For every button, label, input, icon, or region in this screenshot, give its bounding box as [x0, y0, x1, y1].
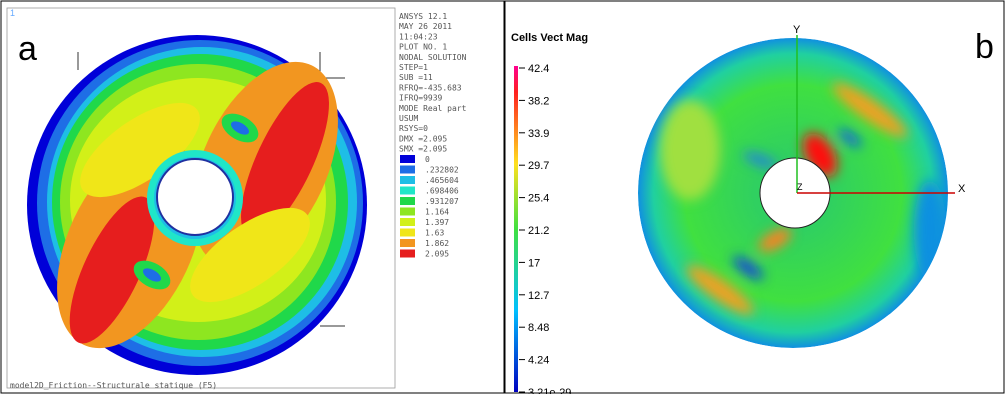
legend-label: .931207: [425, 197, 459, 206]
colorbar-label: 38.2: [528, 95, 549, 107]
colorbar-label: 21.2: [528, 225, 549, 237]
info-line: SUB =11: [399, 73, 433, 82]
legend-label: 2.095: [425, 250, 449, 259]
legend-swatch: [400, 249, 415, 258]
legend-label: 1.862: [425, 239, 449, 248]
colorbar-label: 12.7: [528, 290, 549, 302]
contour-disc: [27, 35, 367, 375]
info-line: STEP=1: [399, 63, 428, 72]
corner-id: 1: [10, 8, 15, 18]
panel-label: b: [975, 28, 994, 66]
panel-label: a: [18, 30, 37, 68]
colorbar-title: Cells Vect Mag: [511, 32, 588, 44]
colorbar-label: 8.48: [528, 322, 549, 334]
colorbar-label: 33.9: [528, 128, 549, 140]
info-line: PLOT NO. 1: [399, 43, 447, 52]
legend-swatch: [400, 197, 415, 205]
info-line: MAY 26 2011: [399, 22, 452, 31]
legend-label: .698406: [425, 187, 459, 196]
caption: model2D_Friction--Structurale statique (…: [10, 381, 217, 390]
colorbar-label: 25.4: [528, 193, 549, 205]
legend-label: .465604: [425, 176, 459, 185]
axis-label: Z: [797, 182, 803, 192]
legend-swatch: [400, 228, 415, 237]
info-line: NODAL SOLUTION: [399, 53, 467, 62]
plot-frame: [6, 7, 396, 389]
info-line: ANSYS 12.1: [399, 12, 447, 21]
legend-label: 1.164: [425, 208, 449, 217]
legend-swatch: [400, 176, 415, 184]
legend-swatch: [400, 218, 415, 226]
info-line: IFRQ=9939: [399, 94, 443, 103]
colorbar-label: 42.4: [528, 63, 549, 75]
info-line: SMX =2.095: [399, 145, 447, 154]
info-line: MODE Real part: [399, 104, 467, 113]
colorbar: [514, 66, 518, 392]
info-line: RFRQ=-435.683: [399, 83, 462, 92]
vector-disc: [638, 38, 948, 348]
axis-label: X: [958, 183, 966, 195]
legend-label: .232802: [425, 166, 459, 175]
colorbar-label: 3.21e-29: [528, 387, 571, 394]
legend-swatch: [400, 155, 415, 163]
legend-swatch: [400, 207, 415, 216]
legend-swatch: [400, 165, 415, 174]
legend-label: 1.63: [425, 229, 444, 238]
info-line: 11:04:23: [399, 32, 438, 41]
legend-label: 1.397: [425, 218, 449, 227]
info-line: USUM: [399, 114, 418, 123]
axis-label: Y: [793, 24, 801, 36]
legend-swatch: [400, 186, 415, 195]
colorbar-label: 29.7: [528, 160, 549, 172]
info-line: RSYS=0: [399, 124, 428, 133]
colorbar-label: 4.24: [528, 355, 549, 367]
legend-swatch: [400, 239, 415, 247]
legend-label: 0: [425, 155, 430, 164]
info-line: DMX =2.095: [399, 134, 447, 143]
colorbar-labels: 42.4 38.2 33.9 29.7 25.4 21.2 17 12.7 8.48 4.24 3.…: [519, 63, 571, 394]
colorbar-label: 17: [528, 257, 540, 269]
